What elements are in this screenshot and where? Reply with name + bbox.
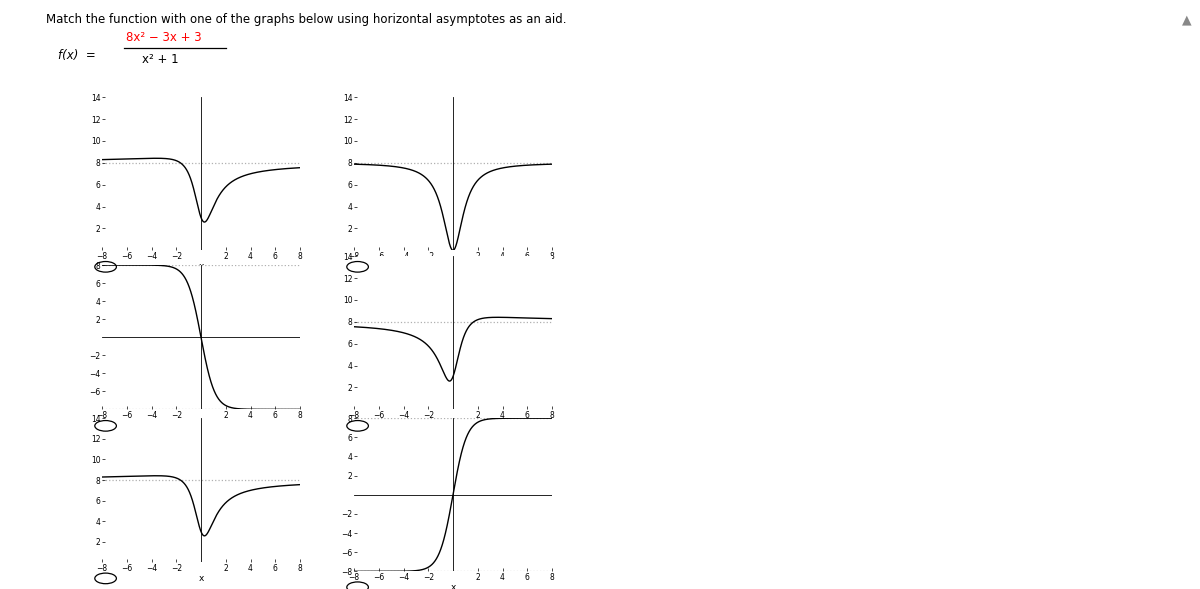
X-axis label: x: x [450,421,456,430]
X-axis label: x: x [450,583,456,589]
Text: Match the function with one of the graphs below using horizontal asymptotes as a: Match the function with one of the graph… [46,13,566,26]
Text: f(x)  =: f(x) = [58,49,95,62]
X-axis label: x: x [198,421,204,430]
Text: ▲: ▲ [1182,13,1192,26]
X-axis label: x: x [450,262,456,271]
X-axis label: x: x [198,574,204,583]
Text: 8x² − 3x + 3: 8x² − 3x + 3 [126,31,202,44]
Text: x² + 1: x² + 1 [142,53,179,66]
X-axis label: x: x [198,262,204,271]
